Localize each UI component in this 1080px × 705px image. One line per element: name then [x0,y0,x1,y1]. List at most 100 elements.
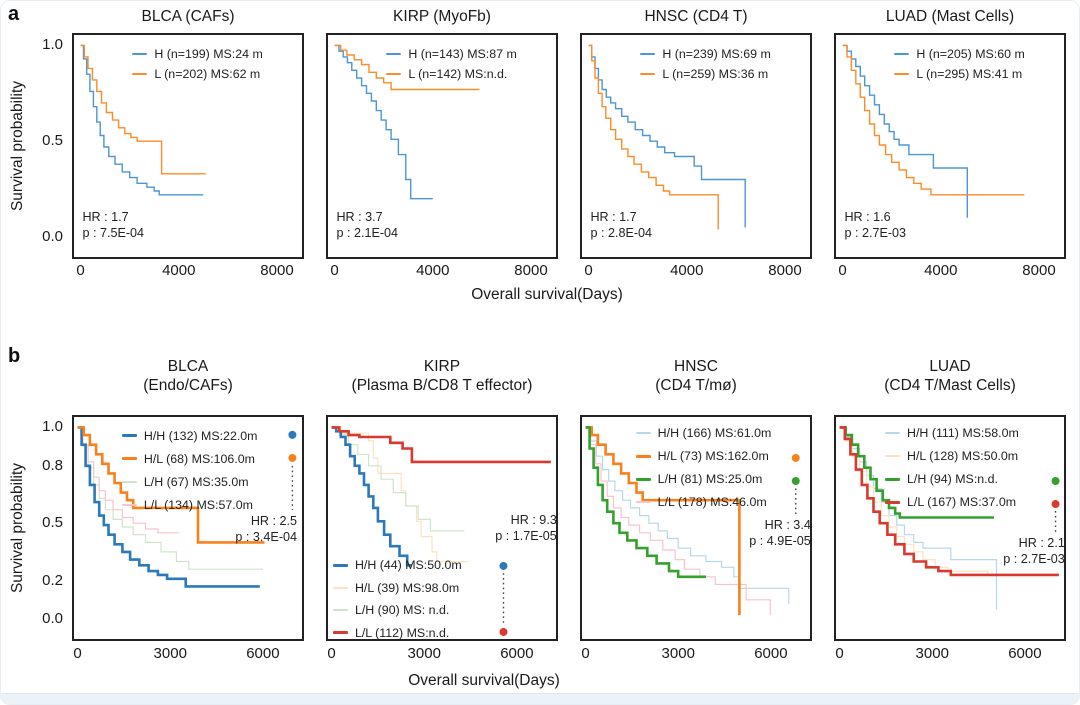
x-tick-label: 0 [838,262,847,279]
plot-title: LUAD (Mast Cells) [804,7,1079,26]
plot-frame [326,415,558,641]
group-marker-dot [791,453,800,462]
group-marker-dot [791,476,800,485]
hr-annotation: HR : 2.1 p : 2.7E-03 [834,535,1065,567]
plot-title: BLCA (Endo/CAFs) [42,357,334,395]
survival-curve [77,426,260,588]
plot-title-line: LUAD [929,358,971,375]
legend-label: L/H (67) MS:35.0m [143,474,249,489]
hr-value: HR : 9.3 [510,513,557,528]
legend-swatch [640,72,656,75]
p-value: p : 2.7E-03 [844,226,907,241]
plot-frame [834,33,1066,259]
x-tick-label: 0 [330,262,339,279]
legend-label: L/L (167) MS:37.0m [907,495,1017,510]
group-marker-dot [288,453,297,462]
x-tick-label: 3000 [661,645,695,662]
bottom-strip [1,693,1079,704]
plot-title-line: (CD4 T/Mast Cells) [884,377,1016,394]
plot-title-line: (Endo/CAFs) [143,377,233,394]
plot-title-line: (Plasma B/CD8 T effector) [351,377,533,394]
survival-curve [334,44,433,200]
legend-label: L/H (90) MS: n.d. [354,603,450,618]
legend-label: H/L (73) MS:162.0m [657,449,769,464]
plot-box [580,33,812,259]
p-value: p : 3.4E-04 [235,530,298,545]
legend-label: L/L (178) MS:46.0m [657,495,767,510]
plot-title: HNSC (CD4 T/mø) [550,357,842,395]
legend-swatch [635,432,651,435]
panel-b-label: b [8,345,21,367]
legend-entry: H (n=239) MS:69 m [640,44,771,64]
group-marker-dot [1051,476,1060,485]
legend-entry: L/H (94) MS:n.d. [885,468,1019,491]
hr-value: HR : 1.7 [590,210,637,225]
legend-swatch [121,503,137,506]
plot-frame [72,33,304,259]
legend-swatch [635,501,651,504]
x-tick-label: 4000 [162,262,196,279]
survival-curve [842,44,968,218]
y-tick-label: 0.0 [42,609,63,627]
x-tick-label: 0 [76,262,85,279]
group-marker-dot [1051,500,1060,509]
legend-entry: L (n=142) MS:n.d. [386,64,516,84]
plot-title-line: LUAD (Mast Cells) [885,8,1015,25]
y-tick-label: 1.0 [42,36,63,54]
plot-box [72,33,304,259]
legend-label: L (n=295) MS:41 m [916,66,1023,81]
plot-box [326,415,558,641]
legend-entry: L (n=202) MS:62 m [132,64,262,84]
x-tick-label: 3000 [915,645,949,662]
plot-box [580,415,812,641]
legend-entry: L/L (167) MS:37.0m [885,491,1019,514]
p-value: p : 4.9E-05 [749,533,811,548]
y-tick-label: 0.8 [42,456,63,474]
p-value: p : 2.7E-03 [1003,551,1065,566]
survival-curve [839,426,994,519]
survival-curve [331,426,412,567]
plot-frame [72,415,304,641]
y-tick-label: 0.5 [42,514,63,532]
p-value: p : 2.1E-04 [336,226,399,241]
plot-box [834,33,1066,259]
legend-label: H (n=205) MS:60 m [916,46,1025,61]
x-tick-label: 6000 [754,645,788,662]
legend-entry: H/H (132) MS:22.0m [121,424,258,447]
hr-value: HR : 1.7 [82,210,129,225]
legend-label: H/H (166) MS:61.0m [657,426,772,441]
plot-legend: H/H (132) MS:22.0m H/L (68) MS:106.0m L/H … [121,424,258,516]
legend-label: H/H (132) MS:22.0m [143,428,258,443]
y-tick-label: 0.5 [42,132,63,150]
survival-curve [331,426,465,532]
hr-value: HR : 3.7 [336,210,383,225]
plot-title-line: BLCA (CAFs) [141,8,235,25]
plot-frame [580,33,812,259]
plot-title-line: HNSC [674,358,718,375]
plot-frame [326,33,558,259]
hr-annotation: HR : 3.4 p : 4.9E-05 [580,517,811,549]
legend-label: H (n=143) MS:87 m [408,46,517,61]
x-tick-label: 3000 [407,645,441,662]
hr-annotation: HR : 1.6 p : 2.7E-03 [844,209,906,241]
x-tick-label: 4000 [670,262,704,279]
legend-swatch [121,457,137,461]
legend-entry: L (n=259) MS:36 m [640,64,770,84]
x-tick-label: 8000 [260,262,294,279]
x-tick-label: 0 [835,645,844,662]
plot-title-line: KIRP [423,358,461,375]
legend-entry: L/L (112) MS:n.d. [332,621,462,644]
legend-entry: L (n=295) MS:41 m [894,64,1024,84]
legend-swatch [332,631,348,635]
legend-entry: H (n=143) MS:87 m [386,44,517,64]
x-tick-label: 0 [584,262,593,279]
plot-frame [834,415,1066,641]
legend-entry: H (n=205) MS:60 m [894,44,1025,64]
x-tick-label: 6000 [246,645,280,662]
p-value: p : 7.5E-04 [82,226,145,241]
hr-value: HR : 3.4 [764,517,811,532]
survival-curve [80,44,206,175]
plot-title-line: (CD4 T/mø) [655,377,737,394]
plot-title-line: BLCA [167,358,209,375]
survival-curve [77,426,180,534]
